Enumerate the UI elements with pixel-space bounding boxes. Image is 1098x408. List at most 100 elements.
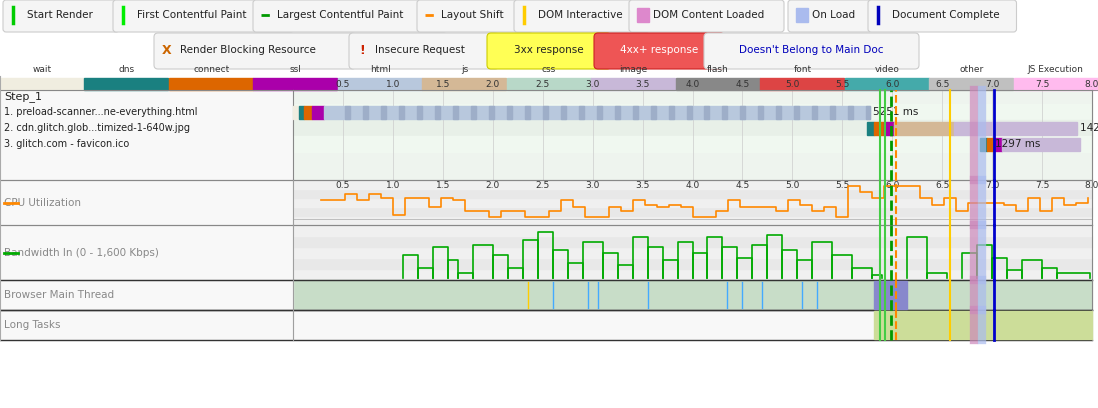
Bar	[169, 78, 253, 90]
Text: Browser Main Thread: Browser Main Thread	[4, 290, 114, 300]
FancyBboxPatch shape	[629, 0, 784, 32]
FancyBboxPatch shape	[514, 0, 650, 32]
Text: Step_1: Step_1	[4, 91, 42, 102]
Text: css: css	[542, 65, 556, 74]
Text: 1420 ms: 1420 ms	[1080, 123, 1098, 133]
Bar	[338, 78, 422, 90]
FancyBboxPatch shape	[349, 33, 498, 69]
Bar	[722, 106, 728, 118]
Text: 4.5: 4.5	[736, 80, 750, 89]
Text: 7.0: 7.0	[985, 80, 999, 89]
FancyBboxPatch shape	[788, 0, 872, 32]
Bar	[452, 106, 458, 118]
Bar	[929, 78, 1013, 90]
Bar	[884, 122, 894, 135]
Text: 3.0: 3.0	[585, 181, 600, 190]
Bar	[293, 198, 1093, 207]
Bar	[1042, 137, 1080, 151]
Bar	[596, 106, 602, 118]
Text: Insecure Request: Insecure Request	[376, 45, 464, 55]
Text: connect: connect	[193, 65, 229, 74]
Bar	[0, 180, 293, 225]
Text: 6.0: 6.0	[885, 181, 899, 190]
Bar	[760, 78, 844, 90]
Text: Long Tasks: Long Tasks	[4, 320, 60, 330]
Bar	[542, 106, 548, 118]
Text: 1.0: 1.0	[385, 80, 400, 89]
Text: 6.0: 6.0	[885, 80, 899, 89]
Bar	[776, 106, 782, 118]
Bar	[830, 106, 836, 118]
Bar	[299, 106, 304, 118]
Text: 3. glitch.com - favicon.ico: 3. glitch.com - favicon.ico	[4, 139, 130, 149]
Text: 2.0: 2.0	[485, 181, 500, 190]
Bar	[759, 106, 763, 118]
Text: flash: flash	[707, 65, 729, 74]
Bar	[254, 78, 337, 90]
Text: 0.5: 0.5	[336, 181, 350, 190]
Bar	[0, 310, 293, 340]
Bar	[435, 106, 440, 118]
Text: !: !	[359, 44, 365, 56]
Bar	[363, 106, 368, 118]
Bar	[293, 136, 1093, 152]
Bar	[489, 106, 494, 118]
Bar	[324, 106, 345, 118]
Text: 0.5: 0.5	[336, 80, 350, 89]
Text: dns: dns	[119, 65, 135, 74]
Text: 1. preload-scanner...ne-everything.html: 1. preload-scanner...ne-everything.html	[4, 107, 198, 117]
Bar	[293, 180, 1093, 189]
Bar	[345, 106, 871, 118]
Text: CPU Utilization: CPU Utilization	[4, 197, 81, 208]
Text: 3.5: 3.5	[636, 181, 650, 190]
Bar	[293, 216, 1093, 225]
Text: Document Complete: Document Complete	[892, 10, 999, 20]
Text: Layout Shift: Layout Shift	[441, 10, 504, 20]
FancyBboxPatch shape	[488, 33, 610, 69]
Text: 3.5: 3.5	[636, 80, 650, 89]
Text: 6.5: 6.5	[935, 80, 950, 89]
Text: font: font	[794, 65, 811, 74]
Bar	[1002, 137, 1042, 151]
Text: image: image	[619, 65, 648, 74]
FancyBboxPatch shape	[594, 33, 725, 69]
Bar	[740, 106, 746, 118]
Bar	[874, 281, 907, 309]
Bar	[844, 78, 929, 90]
Bar	[981, 137, 987, 151]
Text: 8.0: 8.0	[1085, 80, 1098, 89]
Bar	[650, 106, 656, 118]
Bar	[1013, 78, 1098, 90]
FancyBboxPatch shape	[417, 0, 533, 32]
Bar	[312, 106, 324, 118]
Text: 5.5: 5.5	[836, 181, 850, 190]
Bar	[796, 8, 808, 22]
Text: video: video	[874, 65, 899, 74]
Bar	[0, 280, 293, 310]
Bar	[954, 122, 993, 135]
Text: DOM Interactive: DOM Interactive	[538, 10, 623, 20]
Bar	[293, 207, 1093, 216]
Bar	[471, 106, 475, 118]
Text: 3xx response: 3xx response	[514, 45, 584, 55]
Text: Bandwidth In (0 - 1,600 Kbps): Bandwidth In (0 - 1,600 Kbps)	[4, 248, 159, 257]
Text: Start Render: Start Render	[27, 10, 93, 20]
Bar	[874, 122, 884, 135]
Text: 4.0: 4.0	[685, 80, 699, 89]
Text: X: X	[163, 44, 171, 56]
Bar	[867, 122, 874, 135]
Text: 1.5: 1.5	[436, 80, 450, 89]
Text: Render Blocking Resource: Render Blocking Resource	[180, 45, 316, 55]
Bar	[794, 106, 799, 118]
Bar	[849, 106, 853, 118]
Bar	[987, 137, 994, 151]
Text: 4.5: 4.5	[736, 181, 750, 190]
FancyBboxPatch shape	[3, 0, 119, 32]
Bar	[423, 78, 506, 90]
Bar	[579, 106, 584, 118]
Bar	[507, 78, 591, 90]
Bar	[866, 106, 871, 118]
Bar	[632, 106, 638, 118]
Bar	[0, 225, 293, 280]
Bar	[894, 122, 954, 135]
